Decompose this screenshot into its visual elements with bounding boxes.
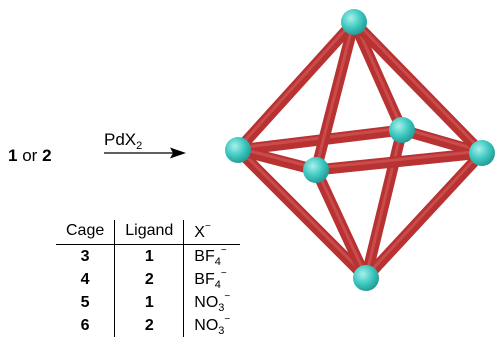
cage-table: Cage Ligand X− 3 1 BF4− 4 2 BF4− 5 1 NO3… [56,220,241,337]
cage-edge-front-right [314,149,484,170]
table-header-row: Cage Ligand X− [56,220,241,245]
header-anion: X− [183,220,241,245]
table-row: 3 1 BF4− [56,244,240,268]
cage-edge-bottom-left [236,146,368,278]
cage-edge-bottom-right [364,149,484,278]
reagent-label: PdX2 [104,130,143,152]
cage-number: 5 [56,291,116,314]
cage-number: 3 [56,244,116,268]
anion: NO3− [194,314,231,337]
anion: NO3− [194,291,231,314]
cage-edge-front-right [310,147,488,176]
anion: BF4− [194,268,227,291]
pd-node-right [469,140,495,166]
header-ligand: Ligand [114,220,185,245]
palladium-nodes [225,9,495,291]
cage-number: 4 [56,268,116,291]
table-row: 4 2 BF4− [56,268,240,291]
pd-node-left [225,137,251,163]
reaction-arrow [104,147,186,159]
pd-node-back [389,117,415,143]
reactant-b: 2 [42,146,52,165]
cage-number: 6 [56,314,116,337]
table-row: 5 1 NO3− [56,291,240,314]
cage-edge-bottom-front [314,166,368,278]
ligand-number: 1 [114,291,185,314]
cage-edge-top-left [236,18,356,150]
pd-node-front [303,157,329,183]
cage-edge-bottom-back [364,126,404,278]
table-row: 6 2 NO3− [56,314,240,337]
ligand-number: 1 [114,244,185,268]
reactant-a: 1 [8,146,18,165]
cage-edges [232,16,488,284]
anion: BF4− [194,245,227,268]
reactant-connector: or [22,146,38,165]
octahedral-cage-model [225,9,495,291]
header-cage: Cage [56,220,116,245]
reactant-label: 1 or 2 [8,146,52,166]
pd-node-bottom [353,265,379,291]
cage-edge-left-front [236,146,318,170]
cage-edge-top-right [352,18,484,153]
ligand-number: 2 [114,314,185,337]
cage-edge-top-front [314,18,356,170]
pd-node-top [341,9,367,35]
cage-edge-left-front [232,144,322,176]
ligand-number: 2 [114,268,185,291]
